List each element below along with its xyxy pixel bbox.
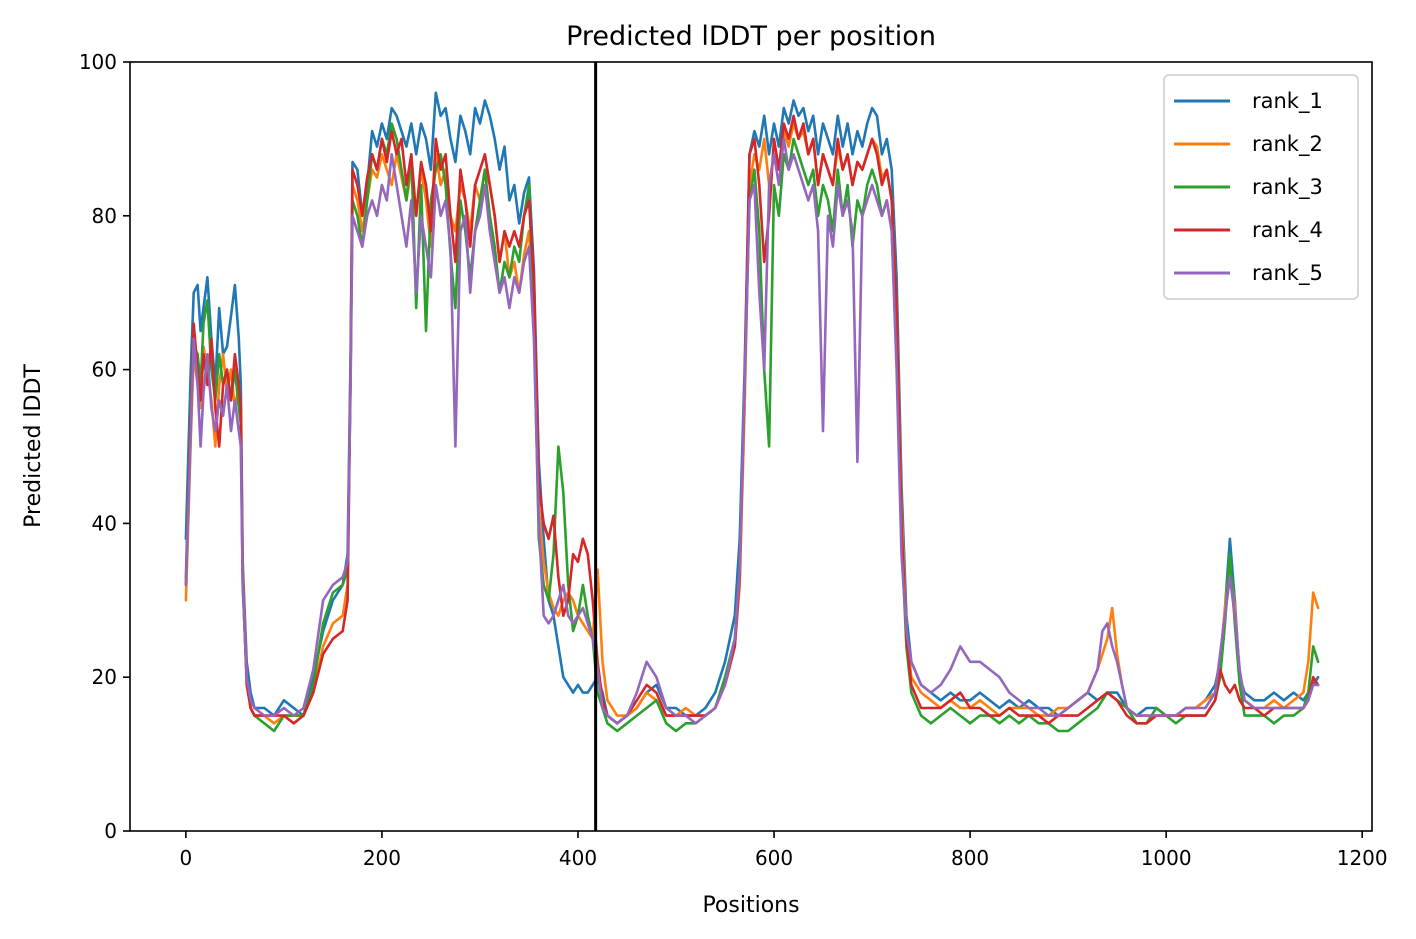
axes-layer: 0 200 400 600 800 1000 1200 0 20 40 60 80 100 — [79, 50, 1388, 870]
legend-label: rank_3 — [1252, 175, 1323, 200]
legend-label: rank_5 — [1252, 261, 1323, 286]
series-layer — [184, 91, 1320, 733]
plot-frame — [129, 61, 1373, 832]
y-axis-label: Predicted lDDT — [21, 364, 46, 528]
x-tick-label: 800 — [951, 846, 989, 870]
series-line-rank-5 — [184, 137, 1320, 725]
y-tick-label: 60 — [92, 358, 117, 382]
legend-label: rank_4 — [1252, 218, 1323, 243]
x-tick-label: 0 — [180, 846, 193, 870]
x-tick-label: 1000 — [1141, 846, 1192, 870]
chart-title: Predicted lDDT per position — [566, 21, 936, 52]
x-axis-label: Positions — [702, 893, 799, 918]
y-tick-label: 20 — [92, 665, 117, 689]
x-tick-label: 600 — [755, 846, 793, 870]
x-tick-label: 1200 — [1337, 846, 1388, 870]
y-tick-label: 100 — [79, 50, 117, 74]
legend-label: rank_1 — [1252, 89, 1323, 114]
legend-label: rank_2 — [1252, 132, 1323, 157]
y-tick-label: 40 — [92, 511, 117, 535]
x-tick-label: 200 — [363, 846, 401, 870]
legend-box — [1163, 74, 1359, 300]
y-tick-label: 0 — [104, 819, 117, 843]
x-tick-label: 400 — [559, 846, 597, 870]
legend: rank_1 rank_2 rank_3 rank_4 rank_5 — [1163, 74, 1359, 300]
y-tick-label: 80 — [92, 204, 117, 228]
